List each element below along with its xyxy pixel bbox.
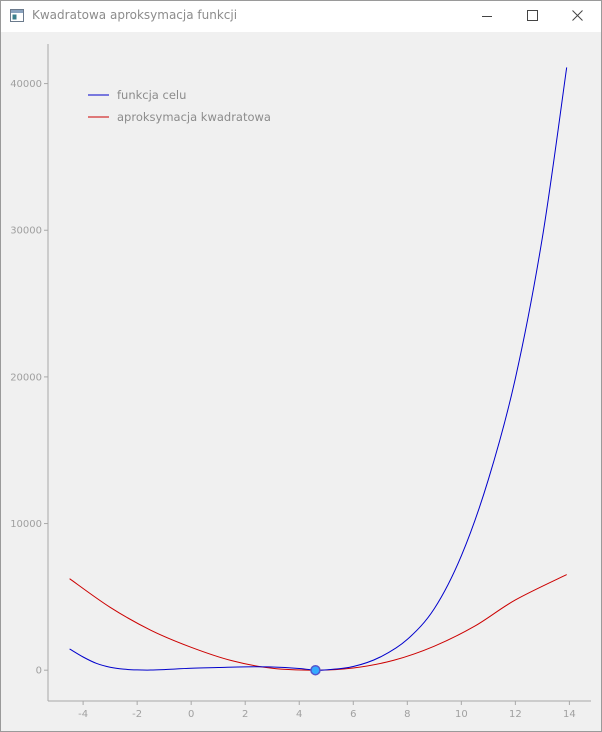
maximize-button[interactable] — [510, 1, 556, 32]
x-tick-label: 12 — [509, 709, 522, 720]
y-tick-label: 0 — [36, 666, 42, 677]
x-tick-label: 4 — [296, 709, 302, 720]
y-ticks: 0 10000 20000 30000 40000 — [10, 79, 48, 677]
minimize-icon — [482, 16, 492, 17]
window-title: Kwadratowa aproksymacja funkcji — [32, 8, 238, 22]
curves — [69, 67, 568, 671]
x-tick-label: -4 — [78, 709, 88, 720]
close-icon — [572, 10, 583, 21]
y-tick-label: 30000 — [10, 226, 42, 237]
legend-label-1: aproksymacja kwadratowa — [117, 110, 271, 124]
app-window-icon — [10, 9, 24, 22]
x-tick-label: 10 — [455, 709, 468, 720]
minimum-point-marker — [310, 664, 321, 676]
x-tick-label: 0 — [188, 709, 194, 720]
close-button[interactable] — [555, 1, 601, 32]
legend: funkcja celu aproksymacja kwadratowa — [88, 88, 271, 124]
y-tick-label: 40000 — [10, 79, 42, 90]
series-line-1 — [69, 574, 567, 671]
markers — [310, 664, 321, 676]
x-tick-label: 14 — [563, 709, 576, 720]
y-tick-label: 20000 — [10, 372, 42, 383]
legend-label-0: funkcja celu — [117, 88, 186, 102]
plot-area[interactable]: 0 10000 20000 30000 40000 -4 -2 0 2 4 6 8 10 12 14 fu… — [1, 32, 601, 731]
y-tick-label: 10000 — [10, 519, 42, 530]
series-line-0 — [69, 67, 568, 671]
x-tick-label: 6 — [350, 709, 356, 720]
x-tick-label: 2 — [242, 709, 248, 720]
minimize-button[interactable] — [465, 1, 511, 32]
x-tick-label: -2 — [132, 709, 142, 720]
maximize-icon — [527, 10, 538, 21]
x-ticks: -4 -2 0 2 4 6 8 10 12 14 — [78, 701, 576, 720]
title-bar[interactable]: Kwadratowa aproksymacja funkcji — [1, 1, 601, 32]
x-tick-label: 8 — [404, 709, 410, 720]
